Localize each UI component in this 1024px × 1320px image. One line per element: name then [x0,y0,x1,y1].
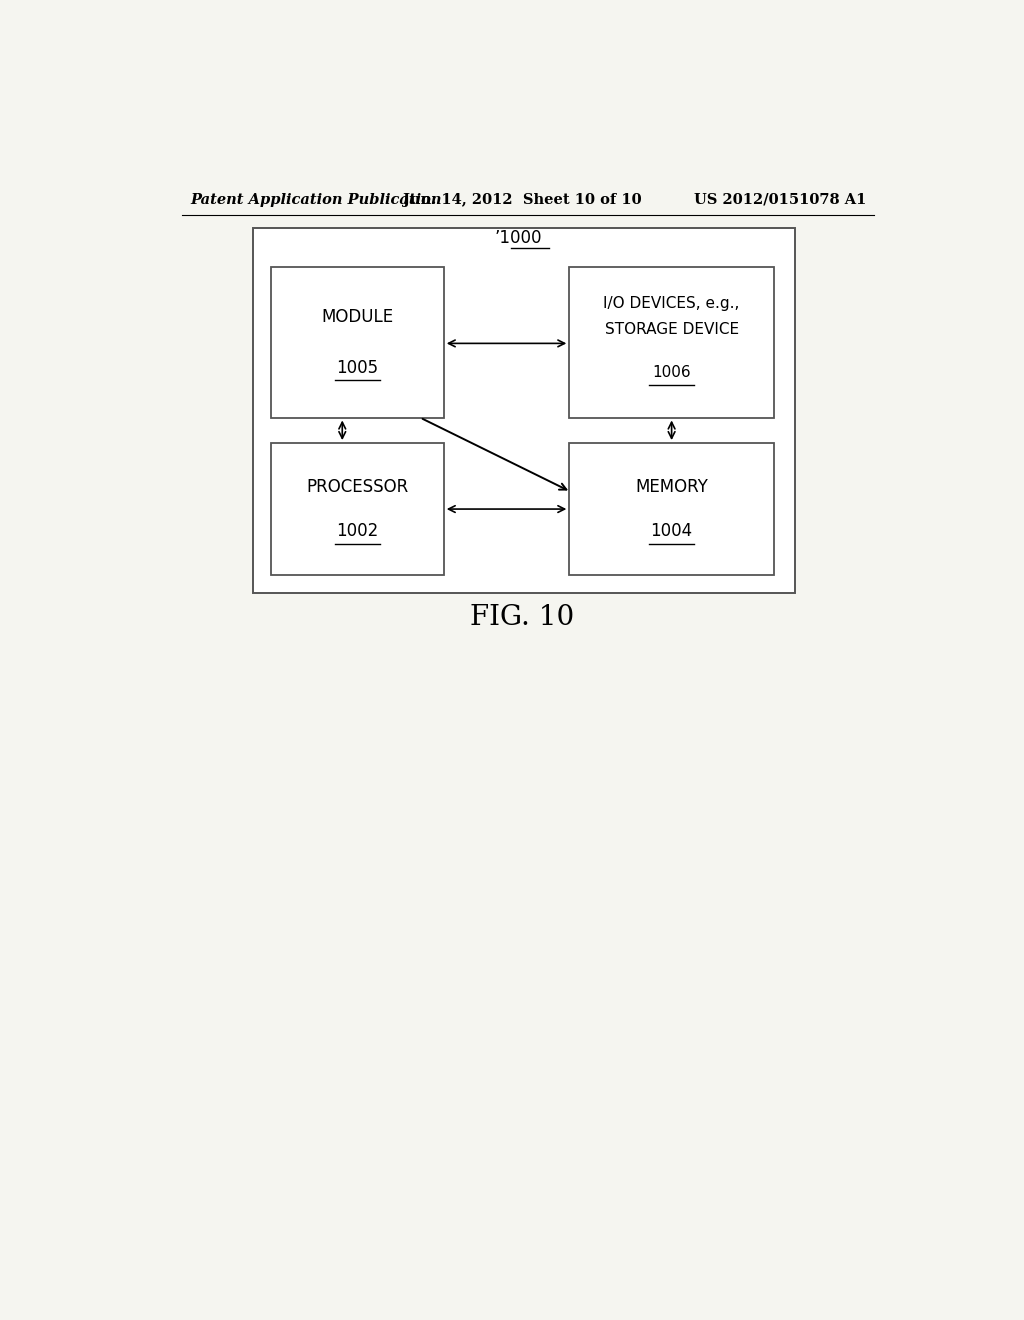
Bar [569,267,774,417]
Text: ʼ1000: ʼ1000 [495,228,542,247]
Text: 1006: 1006 [652,366,691,380]
FancyArrowPatch shape [339,422,346,438]
Bar [270,267,443,417]
Text: 1002: 1002 [336,523,379,540]
Text: US 2012/0151078 A1: US 2012/0151078 A1 [693,193,866,206]
Text: MODULE: MODULE [322,308,393,326]
Bar [569,444,774,576]
Text: Patent Application Publication: Patent Application Publication [189,193,441,206]
Text: FIG. 10: FIG. 10 [470,605,574,631]
Text: PROCESSOR: PROCESSOR [306,478,409,496]
Text: Jun. 14, 2012  Sheet 10 of 10: Jun. 14, 2012 Sheet 10 of 10 [403,193,642,206]
Text: 1004: 1004 [650,523,692,540]
Text: MEMORY: MEMORY [635,478,708,496]
Bar [270,444,443,576]
FancyArrowPatch shape [669,422,675,438]
FancyArrowPatch shape [423,418,566,490]
FancyArrowPatch shape [449,341,564,347]
Text: STORAGE DEVICE: STORAGE DEVICE [604,322,738,337]
Text: 1005: 1005 [336,359,379,376]
Bar [253,227,795,594]
Text: I/O DEVICES, e.g.,: I/O DEVICES, e.g., [603,296,739,312]
FancyArrowPatch shape [449,506,564,512]
